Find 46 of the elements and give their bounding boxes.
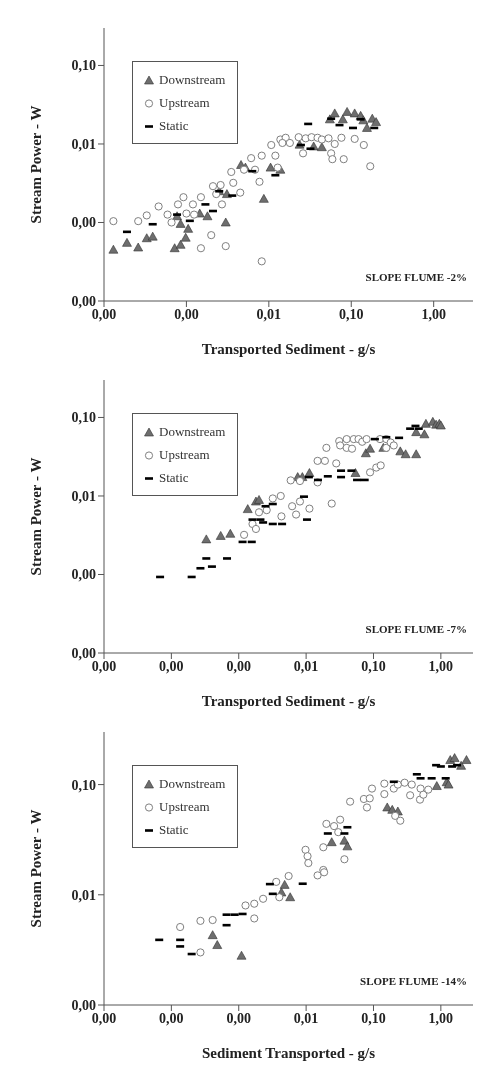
x-tick-label: 0,01 [293, 658, 319, 674]
x-tick-label: 0,00 [159, 658, 184, 674]
annotation: SLOPE FLUME -2% [365, 271, 467, 283]
y-tick-label: 0,00 [71, 293, 96, 309]
y-tick-label: 0,01 [71, 488, 96, 504]
x-tick-label: 0,01 [293, 1010, 319, 1026]
x-tick-label: 0,00 [91, 306, 117, 322]
y-axis-title: Stream Power - W [28, 809, 45, 928]
y-tick-label: 0,00 [71, 997, 96, 1013]
y-tick-label: 0,00 [71, 215, 96, 231]
x-tick-label: 0,10 [361, 658, 386, 674]
legend-label: Upstream [159, 446, 210, 463]
legend-label: Static [159, 821, 189, 838]
x-tick-label: 0,00 [91, 658, 117, 674]
x-tick-label: 0,00 [226, 658, 251, 674]
y-tick-label: 0,01 [71, 887, 96, 903]
x-tick-label: 1,00 [421, 306, 446, 322]
x-axis-title: Sediment Transported - g/s [201, 1045, 376, 1061]
x-tick-label: 0,00 [91, 1010, 117, 1026]
legend-label: Downstream [159, 423, 226, 440]
x-axis-title: Transported Sediment - g/s [201, 693, 376, 709]
legend-label: Static [159, 117, 189, 134]
annotation: SLOPE FLUME -14% [360, 975, 467, 987]
x-tick-label: 0,01 [256, 306, 282, 322]
legend-label: Downstream [159, 71, 226, 88]
x-tick-label: 0,00 [174, 306, 199, 322]
annotation: SLOPE FLUME -7% [365, 623, 467, 635]
x-tick-label: 0,00 [226, 1010, 251, 1026]
y-tick-label: 0,01 [71, 136, 96, 152]
x-tick-label: 0,10 [339, 306, 364, 322]
x-tick-label: 0,10 [361, 1010, 386, 1026]
y-tick-label: 0,10 [71, 777, 96, 793]
legend-label: Downstream [159, 775, 226, 792]
y-tick-label: 0,10 [71, 410, 96, 426]
y-tick-label: 0,00 [71, 645, 96, 661]
legend-label: Upstream [159, 798, 210, 815]
legend-label: Static [159, 469, 189, 486]
x-axis-title: Transported Sediment - g/s [201, 341, 376, 357]
y-axis-title: Stream Power - W [28, 457, 45, 576]
y-tick-label: 0,10 [71, 58, 96, 74]
x-tick-label: 1,00 [428, 658, 454, 674]
legend-label: Upstream [159, 94, 210, 111]
x-tick-label: 1,00 [428, 1010, 454, 1026]
y-axis-title: Stream Power - W [28, 105, 45, 224]
x-tick-label: 0,00 [159, 1010, 184, 1026]
y-tick-label: 0,00 [71, 567, 96, 583]
